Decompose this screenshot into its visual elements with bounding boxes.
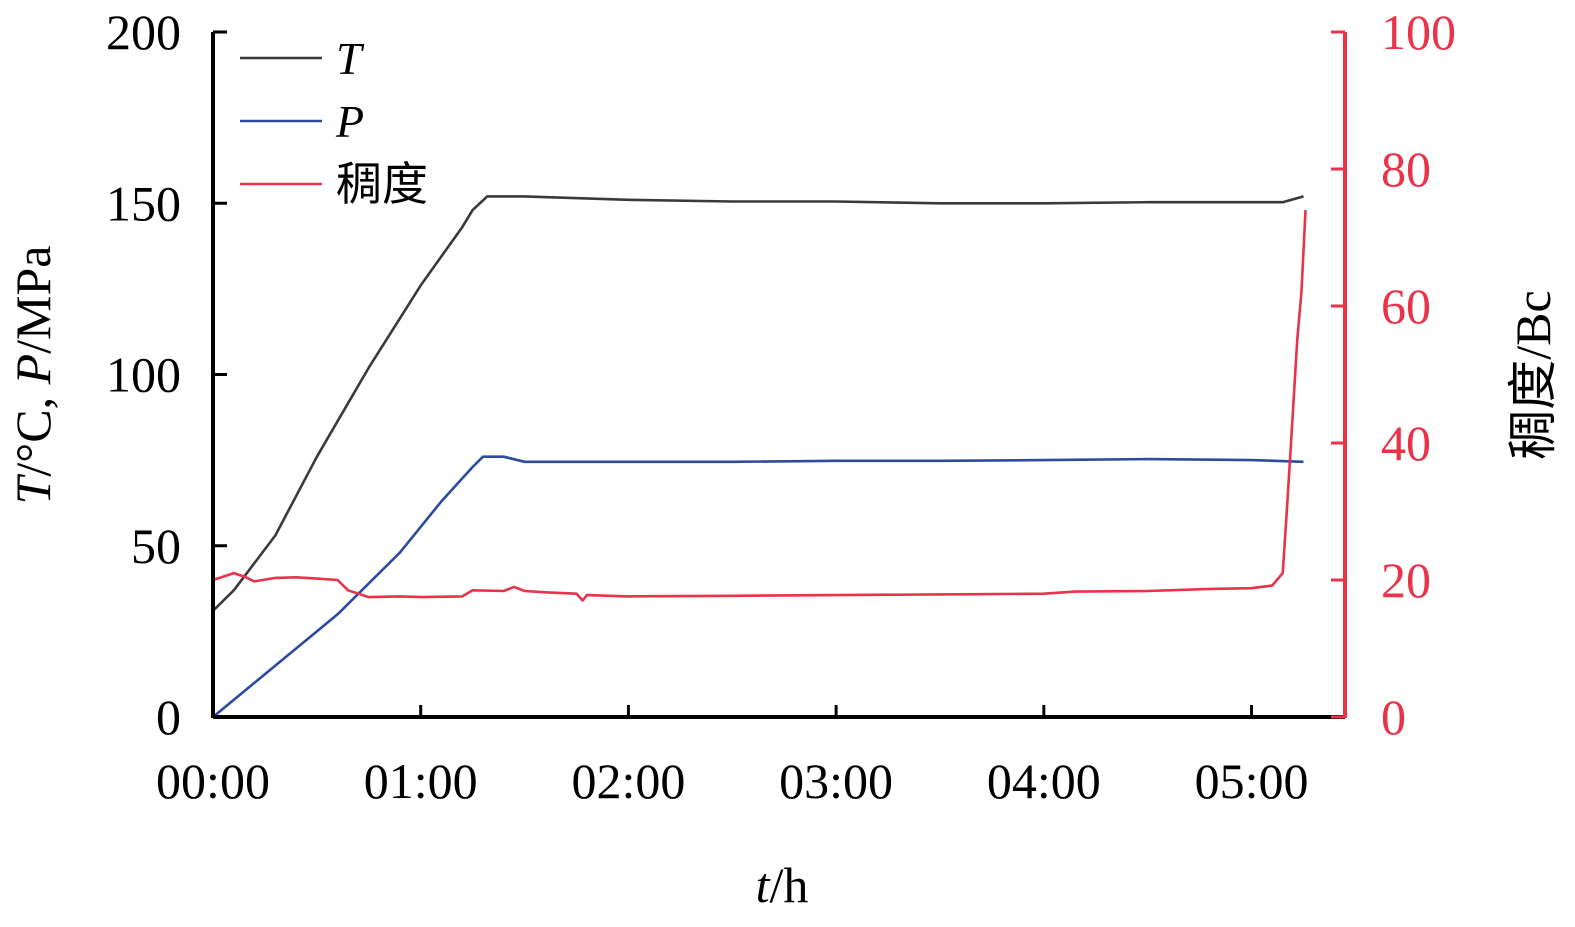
legend-label: 稠度 xyxy=(336,159,428,210)
y-right-tick-label: 80 xyxy=(1381,141,1431,197)
legend: TP 稠度 xyxy=(240,33,428,210)
x-tick-label: 01:00 xyxy=(364,753,478,809)
legend-label: T xyxy=(336,33,365,84)
x-tick-label: 05:00 xyxy=(1195,753,1309,809)
y-right-tick-label: 40 xyxy=(1381,415,1431,471)
y-right-tick-label: 60 xyxy=(1381,278,1431,334)
axis-titles: t/h T/°C, P/MPa 稠度/Bc xyxy=(5,246,1561,913)
x-tick-label: 04:00 xyxy=(987,753,1101,809)
y-left-tick-label: 50 xyxy=(131,518,181,574)
y-left-tick-label: 150 xyxy=(106,175,181,231)
series-line-0 xyxy=(212,195,1304,612)
series-line-1 xyxy=(212,455,1304,719)
y-left-tick-label: 100 xyxy=(106,347,181,403)
plot-lines xyxy=(212,195,1307,719)
y-left-tick-label: 0 xyxy=(156,689,181,745)
y-axis-left-title: T/°C, P/MPa xyxy=(5,246,61,505)
legend-label: P xyxy=(335,96,364,147)
x-tick-label: 00:00 xyxy=(156,753,270,809)
x-tick-label: 03:00 xyxy=(779,753,893,809)
y-right-tick-label: 100 xyxy=(1381,4,1456,60)
y-axis-right-title: 稠度/Bc xyxy=(1505,290,1561,459)
y-right-tick-label: 20 xyxy=(1381,552,1431,608)
series-line-2 xyxy=(212,210,1307,602)
x-axis-title: t/h xyxy=(756,857,809,913)
y-left-tick-label: 200 xyxy=(106,4,181,60)
x-tick-label: 02:00 xyxy=(571,753,685,809)
y-right-tick-label: 0 xyxy=(1381,689,1406,745)
